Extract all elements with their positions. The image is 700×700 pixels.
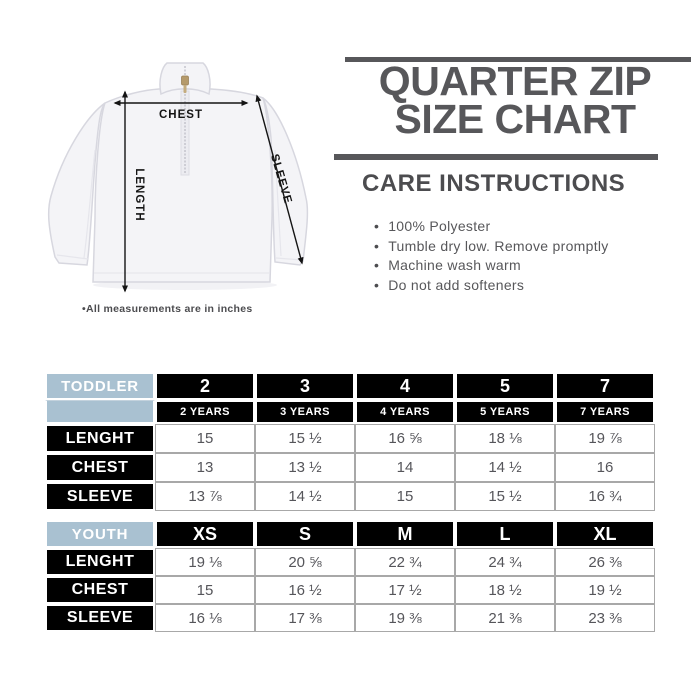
measure-value-cell: 15 ½: [455, 482, 555, 511]
size-sublabel-cell: 2 YEARS: [155, 400, 255, 424]
garment-diagram: CHEST LENGTH SLEEVE: [47, 62, 309, 293]
size-sublabel-cell: 4 YEARS: [355, 400, 455, 424]
measure-value-cell: 19 ⅛: [155, 548, 255, 576]
page-title-line1: QUARTER ZIP: [378, 58, 652, 104]
zipper-pull: [181, 75, 189, 86]
measure-value-cell: 14 ½: [255, 482, 355, 511]
care-instructions-heading: CARE INSTRUCTIONS: [362, 170, 626, 197]
size-header-cell: 7: [555, 372, 655, 400]
size-group-cell: TODDLER: [45, 372, 155, 400]
measure-value-cell: 15: [155, 576, 255, 604]
measure-label-cell: LENGHT: [45, 548, 155, 576]
measure-value-cell: 18 ⅛: [455, 424, 555, 453]
measure-value-cell: 16 ½: [255, 576, 355, 604]
zipper-pull-tab: [183, 85, 187, 93]
title-underline-rule: [334, 154, 658, 160]
measure-label-cell: SLEEVE: [45, 482, 155, 511]
measure-value-cell: 13 ½: [255, 453, 355, 482]
page-title: QUARTER ZIP SIZE CHART: [332, 58, 698, 142]
measure-value-cell: 16 ⅝: [355, 424, 455, 453]
chest-label: CHEST: [159, 109, 203, 121]
jacket-left-fold-line: [83, 149, 96, 259]
size-sublabel-cell: 3 YEARS: [255, 400, 355, 424]
size-sublabel-cell: 7 YEARS: [555, 400, 655, 424]
size-group-cell: YOUTH: [45, 520, 155, 548]
measure-label-cell: SLEEVE: [45, 604, 155, 632]
care-list: 100% PolyesterTumble dry low. Remove pro…: [374, 217, 609, 295]
measure-value-cell: 13 ⅞: [155, 482, 255, 511]
toddler-size-table: TODDLER 2 3 4 5 7 2 YEARS 3 YEARS 4 YEARS 5 YEARS…: [45, 372, 655, 511]
title-top-rule: [345, 57, 691, 62]
measure-value-cell: 17 ⅜: [255, 604, 355, 632]
measure-value-cell: 14 ½: [455, 453, 555, 482]
measure-value-cell: 21 ⅜: [455, 604, 555, 632]
measure-value-cell: 16: [555, 453, 655, 482]
measure-value-cell: 19 ⅜: [355, 604, 455, 632]
measure-value-cell: 19 ⅞: [555, 424, 655, 453]
measure-label-cell: CHEST: [45, 453, 155, 482]
care-item: Machine wash warm: [374, 256, 609, 276]
measure-value-cell: 16 ⅛: [155, 604, 255, 632]
measure-value-cell: 19 ½: [555, 576, 655, 604]
size-header-cell: M: [355, 520, 455, 548]
size-group-spacer-cell: [45, 400, 155, 424]
size-sublabel-cell: 5 YEARS: [455, 400, 555, 424]
measure-value-cell: 17 ½: [355, 576, 455, 604]
measure-value-cell: 14: [355, 453, 455, 482]
length-label: LENGTH: [133, 168, 145, 221]
measure-value-cell: 20 ⅝: [255, 548, 355, 576]
size-header-cell: 2: [155, 372, 255, 400]
measure-value-cell: 15 ½: [255, 424, 355, 453]
size-header-cell: L: [455, 520, 555, 548]
jacket-left-cuff-line: [56, 254, 89, 260]
measure-value-cell: 15: [155, 424, 255, 453]
care-item: Do not add softeners: [374, 276, 609, 296]
size-header-cell: XL: [555, 520, 655, 548]
care-item: Tumble dry low. Remove promptly: [374, 237, 609, 257]
measure-value-cell: 23 ⅜: [555, 604, 655, 632]
size-header-cell: 4: [355, 372, 455, 400]
care-item: 100% Polyester: [374, 217, 609, 237]
measure-value-cell: 26 ⅜: [555, 548, 655, 576]
measure-value-cell: 15: [355, 482, 455, 511]
size-header-cell: XS: [155, 520, 255, 548]
measure-value-cell: 16 ¾: [555, 482, 655, 511]
measure-value-cell: 13: [155, 453, 255, 482]
sleeve-arrow: [255, 94, 304, 265]
size-header-cell: S: [255, 520, 355, 548]
size-header-cell: 3: [255, 372, 355, 400]
measure-value-cell: 24 ¾: [455, 548, 555, 576]
measure-value-cell: 18 ½: [455, 576, 555, 604]
youth-size-table: YOUTH XS S M L XL LENGHT 19 ⅛ 20 ⅝ 22 ¾ 24 ¾ 26 ⅜ CH…: [45, 520, 655, 632]
measurements-note: •All measurements are in inches: [82, 303, 253, 315]
jacket-left-sleeve: [47, 102, 106, 266]
page-title-line2: SIZE CHART: [394, 96, 637, 142]
size-header-cell: 5: [455, 372, 555, 400]
measure-label-cell: LENGHT: [45, 424, 155, 453]
measure-label-cell: CHEST: [45, 576, 155, 604]
measure-value-cell: 22 ¾: [355, 548, 455, 576]
